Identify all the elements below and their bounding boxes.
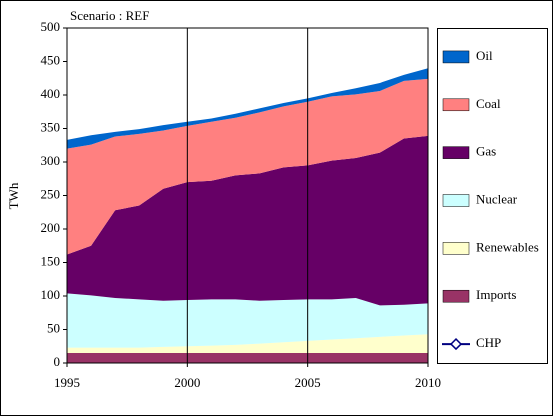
area bbox=[67, 293, 428, 348]
legend-swatch bbox=[442, 98, 470, 112]
area bbox=[67, 135, 428, 306]
y-axis-label: TWh bbox=[6, 182, 21, 209]
y-tick-label: 100 bbox=[41, 287, 61, 302]
y-tick-label: 0 bbox=[54, 354, 61, 369]
y-tick-label: 150 bbox=[41, 253, 61, 268]
x-tick-label: 2000 bbox=[174, 375, 200, 390]
x-tick-label: 2010 bbox=[415, 375, 441, 390]
x-tick-label: 1995 bbox=[54, 375, 80, 390]
y-tick-label: 350 bbox=[41, 119, 61, 134]
legend-swatch bbox=[442, 289, 470, 303]
legend-label: Renewables bbox=[476, 239, 539, 254]
legend-swatch bbox=[442, 194, 470, 207]
legend-label: Oil bbox=[476, 48, 493, 63]
legend-swatch bbox=[442, 242, 470, 255]
area bbox=[67, 352, 428, 363]
chart-title: Scenario : REF bbox=[70, 8, 149, 23]
x-tick-label: 2005 bbox=[295, 375, 321, 390]
legend-label: Nuclear bbox=[476, 191, 518, 206]
y-tick-label: 50 bbox=[47, 320, 60, 335]
legend-label: Gas bbox=[476, 144, 496, 159]
legend-label: Coal bbox=[476, 96, 501, 111]
legend-label: Imports bbox=[476, 287, 516, 302]
legend-swatch bbox=[442, 146, 470, 159]
legend-swatch bbox=[442, 50, 470, 64]
y-tick-label: 300 bbox=[41, 153, 61, 168]
y-tick-label: 250 bbox=[41, 186, 61, 201]
area bbox=[67, 78, 428, 255]
legend-label: CHP bbox=[476, 335, 501, 350]
legend-marker bbox=[449, 338, 463, 351]
y-tick-label: 500 bbox=[41, 19, 61, 34]
y-tick-label: 200 bbox=[41, 220, 61, 235]
y-tick-label: 450 bbox=[41, 52, 61, 67]
area bbox=[67, 68, 428, 149]
y-tick-label: 400 bbox=[41, 86, 61, 101]
area bbox=[67, 334, 428, 353]
